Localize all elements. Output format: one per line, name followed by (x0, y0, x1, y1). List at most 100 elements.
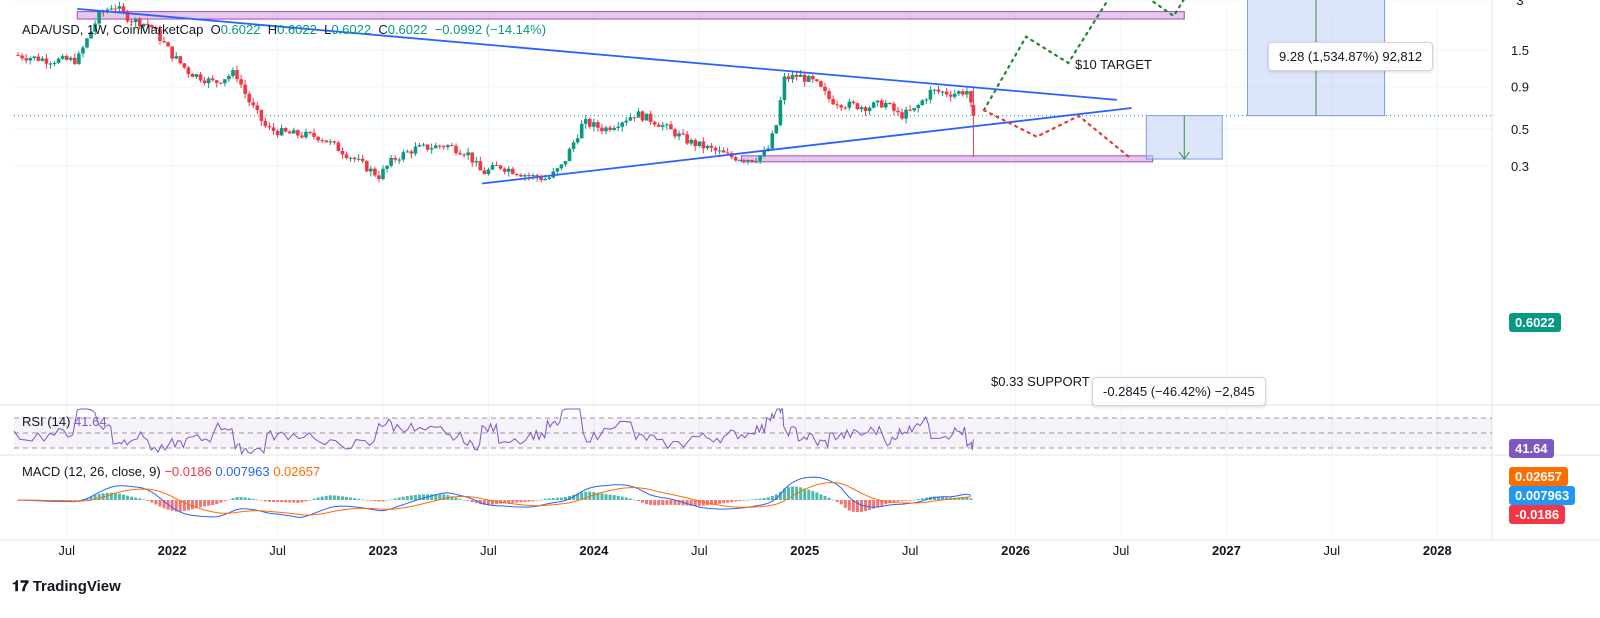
candle-body (352, 157, 357, 160)
candle-body (381, 168, 385, 180)
macd-histogram-bar (121, 494, 125, 500)
macd-histogram-bar (750, 499, 754, 501)
macd-histogram-bar (937, 496, 941, 500)
high-label: H (267, 22, 278, 37)
candle-body (328, 141, 333, 143)
candle-body (150, 24, 154, 28)
candle-body (770, 133, 775, 149)
macd-histogram-bar (600, 493, 604, 500)
candle-body (717, 150, 722, 152)
macd-histogram-bar (170, 500, 174, 511)
candle-body (904, 109, 908, 119)
macd-histogram-bar (300, 500, 304, 503)
candle-body (778, 100, 783, 126)
candle-body (190, 73, 195, 77)
chart-header: ADA/USD, 1W, CoinMarketCap O0.6022 H0.60… (22, 22, 546, 37)
macd-histogram-bar (807, 489, 811, 500)
macd-histogram-bar (762, 498, 766, 500)
macd-histogram-bar (892, 500, 896, 503)
candle-body (685, 134, 689, 144)
candle-body (243, 84, 247, 94)
signal-badge: 0.02657 (1509, 467, 1568, 486)
macd-histogram-bar (284, 500, 288, 503)
candle-body (709, 145, 714, 148)
y-axis: 2012631.50.90.50.3 (1511, 0, 1529, 174)
macd-histogram-bar (349, 497, 353, 500)
macd-histogram-bar (965, 497, 969, 500)
measure-layer (1145, 0, 1386, 160)
macd-histogram-bar (641, 500, 645, 503)
candle-body (223, 79, 227, 84)
macd-histogram-bar (178, 500, 182, 512)
symbol-label[interactable]: ADA/USD, 1W, CoinMarketCap (22, 22, 204, 37)
macd-histogram-bar (588, 491, 592, 500)
macd-histogram-bar (353, 498, 357, 500)
x-tick-label: 2022 (158, 543, 187, 558)
macd-histogram-bar (734, 500, 738, 502)
candle-body (129, 21, 134, 23)
macd-histogram-bar (280, 500, 284, 503)
macd-histogram-bar (203, 500, 207, 507)
macd-histogram-bar (109, 492, 113, 500)
macd-histogram-bar (373, 500, 377, 502)
macd-histogram-bar (405, 496, 409, 500)
candle-body (141, 23, 146, 27)
candle-body (636, 111, 641, 118)
candle-body (705, 145, 710, 149)
macd-histogram-bar (665, 500, 669, 505)
candle-body (948, 94, 953, 97)
macd-histogram-bar (547, 498, 551, 500)
macd-histogram-bar (239, 496, 243, 500)
y-tick-label: 1.5 (1511, 43, 1529, 58)
tradingview-logo[interactable]: 𝟏𝟕 TradingView (12, 578, 121, 595)
y-tick-label: 0.5 (1511, 122, 1529, 137)
candle-body (174, 56, 178, 59)
macd-histogram-bar (385, 500, 389, 501)
candle-body (884, 102, 888, 108)
candle-body (952, 93, 957, 97)
macd-histogram-bar (413, 494, 417, 500)
macd-histogram-bar (916, 499, 920, 500)
macd-histogram-bar (227, 499, 231, 501)
macd-histogram-bar (912, 499, 916, 501)
macd-histogram-bar (653, 500, 657, 506)
macd-histogram-bar (519, 500, 523, 503)
macd-pane (16, 476, 973, 518)
candle-body (81, 47, 85, 54)
macd-histogram-bar (312, 498, 316, 500)
candle-body (56, 58, 61, 63)
candle-body (271, 127, 276, 131)
low-label: L (324, 22, 332, 37)
macd-histogram-bar (523, 500, 527, 503)
macd-histogram-bar (754, 498, 758, 500)
macd-histogram-bar (117, 493, 121, 500)
macd-legend[interactable]: MACD (12, 26, close, 9) −0.0186 0.007963… (22, 464, 320, 479)
candle-body (182, 63, 187, 68)
macd-histogram-bar (340, 496, 344, 500)
macd-histogram-bar (645, 500, 649, 505)
candle-body (588, 119, 592, 127)
candle-body (555, 168, 560, 172)
candle-body (908, 109, 912, 111)
candle-body (32, 56, 37, 59)
rsi-legend[interactable]: RSI (14) 41.64 (22, 414, 107, 429)
macd-histogram-bar (604, 494, 608, 500)
macd-histogram-bar (791, 486, 795, 500)
candle-body (774, 125, 779, 134)
macd-histogram-bar (559, 497, 563, 500)
macd-histogram-bar (113, 492, 117, 500)
macd-histogram-bar (61, 500, 65, 501)
macd-histogram-bar (154, 500, 158, 505)
candle-body (97, 11, 101, 24)
macd-histogram-bar (332, 495, 336, 500)
macd-histogram-bar (786, 487, 790, 500)
candle-body (186, 67, 191, 74)
macd-histogram-bar (150, 500, 154, 503)
macd-histogram-bar (770, 495, 774, 500)
x-axis: Jul 2022 Jul 2023 Jul 2024 Jul 2025 Jul 2026 Jul 20… (58, 543, 1451, 558)
candle-body (786, 76, 791, 80)
candle-body (900, 112, 904, 119)
macd-histogram-bar (134, 497, 138, 500)
candle-body (681, 133, 685, 135)
